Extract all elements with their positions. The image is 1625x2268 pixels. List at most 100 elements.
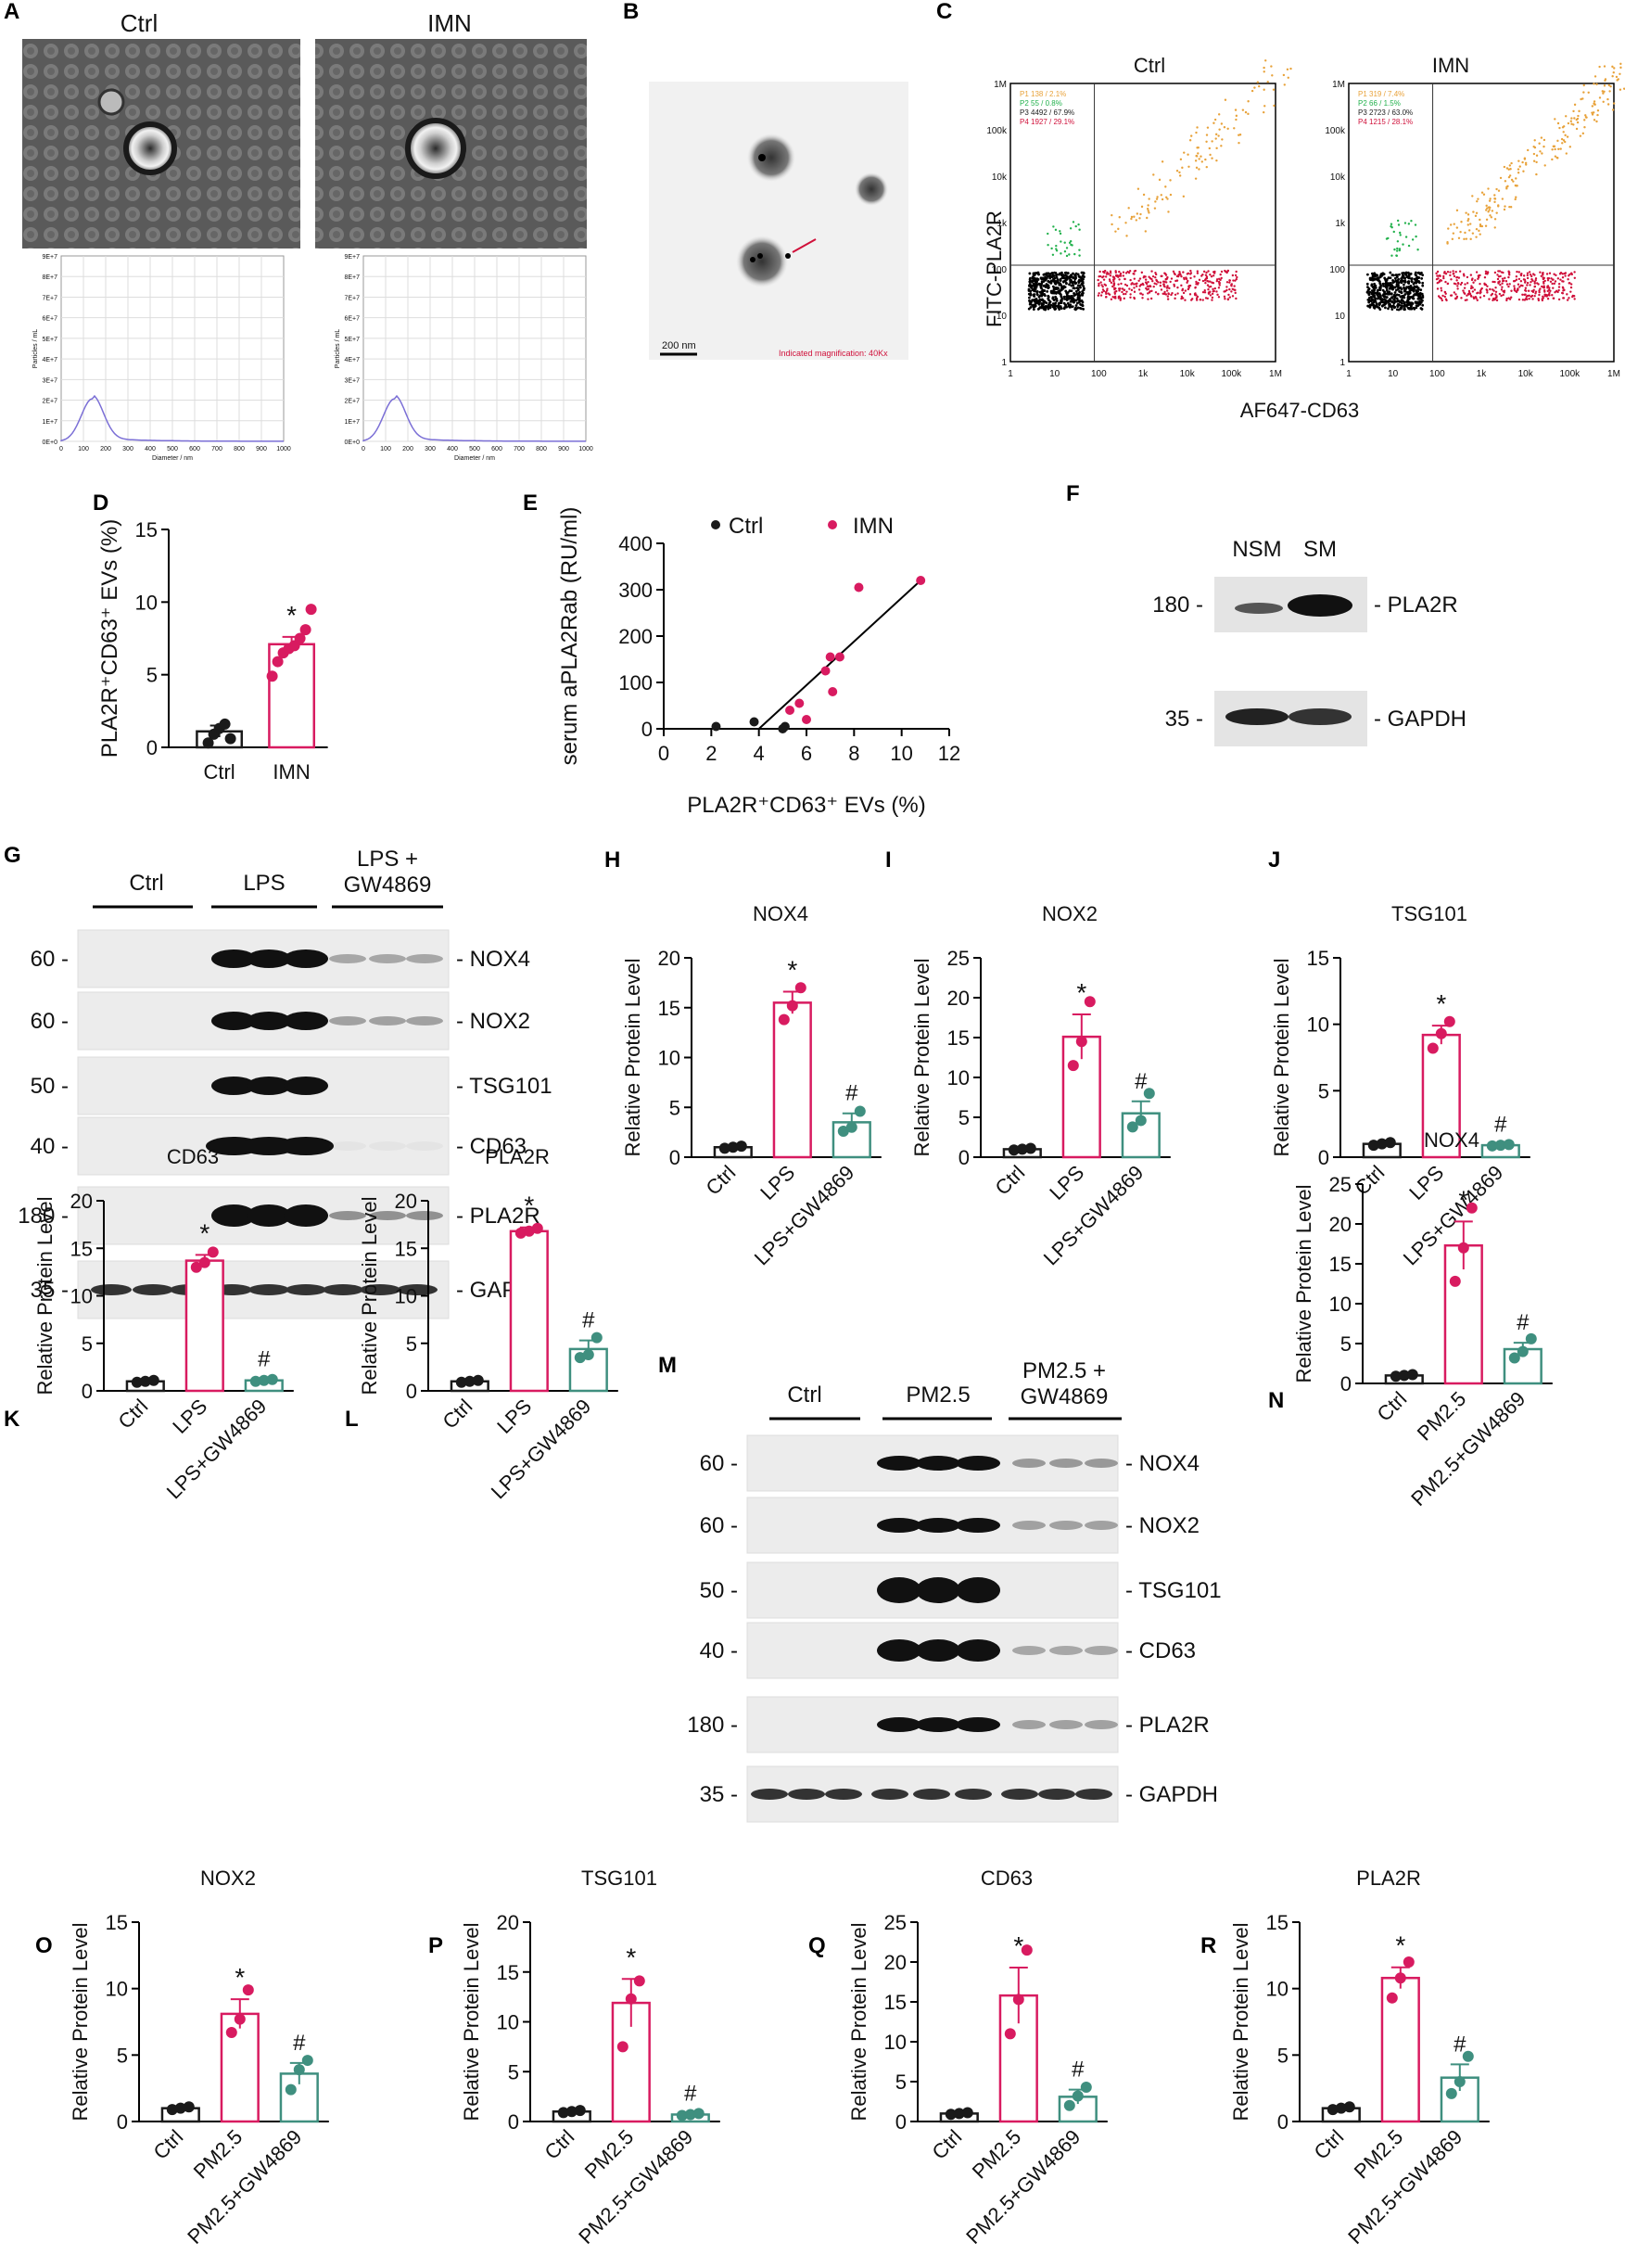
flow-event bbox=[1165, 289, 1169, 292]
flow-event bbox=[1463, 237, 1466, 241]
flow-event bbox=[1517, 159, 1520, 162]
flow-ytick: 1k bbox=[997, 219, 1008, 229]
panel-a-ctrl-label: Ctrl bbox=[121, 9, 158, 37]
flow-event bbox=[1568, 282, 1570, 285]
flow-event bbox=[1440, 287, 1442, 289]
flow-event bbox=[1238, 134, 1242, 136]
flow-event bbox=[1578, 109, 1581, 113]
data-point bbox=[718, 1142, 730, 1154]
flow-event bbox=[1562, 287, 1565, 290]
flow-event bbox=[1444, 273, 1448, 275]
flow-event bbox=[1045, 274, 1048, 276]
flow-event bbox=[1060, 252, 1062, 255]
flow-event bbox=[1065, 254, 1069, 258]
x-tick-label: 0 bbox=[658, 742, 669, 765]
flow-event bbox=[1225, 286, 1228, 288]
flow-event bbox=[1556, 139, 1559, 143]
flow-event bbox=[1568, 146, 1572, 148]
flow-event bbox=[1542, 272, 1544, 275]
flow-event bbox=[1528, 271, 1531, 274]
flow-event bbox=[1570, 117, 1573, 120]
x-tick-label: 6 bbox=[801, 742, 812, 765]
flow-event bbox=[1100, 291, 1104, 294]
flow-event bbox=[1212, 271, 1215, 274]
flow-event bbox=[1107, 292, 1110, 295]
blot-band bbox=[369, 1211, 406, 1220]
blot-band bbox=[247, 949, 291, 968]
flow-event bbox=[1218, 128, 1221, 131]
flow-ytick: 100k bbox=[1325, 126, 1346, 136]
flow-event bbox=[1063, 279, 1067, 283]
flow-event bbox=[1133, 290, 1136, 293]
flow-event bbox=[1217, 277, 1221, 280]
flow-event bbox=[1505, 299, 1508, 302]
flow-event bbox=[1565, 152, 1568, 155]
x-tick-label: LPS bbox=[492, 1395, 536, 1438]
flow-event bbox=[1521, 299, 1525, 301]
significance-star: * bbox=[1076, 978, 1086, 1007]
flow-event bbox=[1402, 243, 1404, 246]
legend-ctrl-marker bbox=[711, 520, 720, 529]
flow-event bbox=[1587, 91, 1590, 95]
x-tick-label: Ctrl bbox=[1309, 2125, 1348, 2164]
blot-band-label: - NOX2 bbox=[1125, 1513, 1200, 1538]
flow-event bbox=[1387, 276, 1390, 280]
flow-xtick: 10 bbox=[1049, 369, 1060, 379]
flow-event bbox=[1263, 66, 1265, 70]
flow-event bbox=[1065, 298, 1069, 301]
flow-event bbox=[1619, 72, 1621, 75]
flow-event bbox=[1162, 280, 1165, 283]
flow-event bbox=[1531, 298, 1534, 300]
data-point bbox=[953, 2108, 965, 2120]
flow-event bbox=[1409, 301, 1413, 305]
flow-event bbox=[1405, 303, 1409, 307]
flow-event bbox=[1233, 285, 1236, 287]
flow-event bbox=[1479, 282, 1481, 286]
chart-title: NOX4 bbox=[1424, 1128, 1479, 1152]
flow-event bbox=[1059, 277, 1062, 281]
flow-event bbox=[1224, 298, 1226, 300]
flow-event bbox=[1413, 307, 1416, 311]
y-tick-label: 15 bbox=[658, 997, 680, 1020]
flow-event bbox=[1035, 301, 1038, 305]
chart-title: TSG101 bbox=[1391, 902, 1467, 925]
flow-event bbox=[1396, 219, 1400, 223]
flow-event bbox=[1602, 100, 1605, 103]
blot-band bbox=[360, 1284, 400, 1295]
flow-event bbox=[1392, 301, 1396, 305]
significance-star: * bbox=[787, 956, 797, 985]
flow-event bbox=[1397, 281, 1401, 285]
flow-event bbox=[1523, 157, 1527, 159]
flow-event bbox=[1462, 273, 1466, 275]
flow-event bbox=[1097, 278, 1099, 282]
flow-event bbox=[1232, 279, 1235, 282]
data-point bbox=[1012, 1994, 1024, 2006]
group-gw-m-1: PM2.5 + bbox=[1022, 1358, 1106, 1383]
flow-event bbox=[1532, 288, 1535, 292]
chart-ylabel: Relative Protein Level bbox=[69, 1922, 92, 2121]
flow-event bbox=[1047, 280, 1051, 284]
flow-event bbox=[1370, 272, 1374, 275]
flow-event bbox=[1366, 298, 1370, 301]
flow-event bbox=[1282, 73, 1286, 77]
y-tick-label: 5 bbox=[508, 2060, 519, 2083]
y-tick-label: 10 bbox=[947, 1066, 970, 1089]
flow-event bbox=[1147, 298, 1149, 300]
blot-band bbox=[211, 1012, 256, 1030]
flow-event bbox=[1562, 139, 1566, 142]
data-point bbox=[794, 982, 806, 994]
flow-event bbox=[1144, 275, 1147, 278]
flow-event bbox=[1217, 134, 1220, 137]
blot-mw: 40 - bbox=[31, 1134, 69, 1159]
blot-band bbox=[247, 1077, 291, 1095]
flow-event bbox=[1378, 287, 1382, 290]
flow-event bbox=[1559, 147, 1562, 150]
flow-event bbox=[1410, 219, 1413, 223]
flow-event bbox=[1283, 83, 1286, 86]
flow-event bbox=[1034, 278, 1037, 281]
data-point bbox=[1443, 1015, 1455, 1027]
flow-event bbox=[1062, 295, 1066, 299]
flow-event bbox=[1028, 272, 1032, 275]
